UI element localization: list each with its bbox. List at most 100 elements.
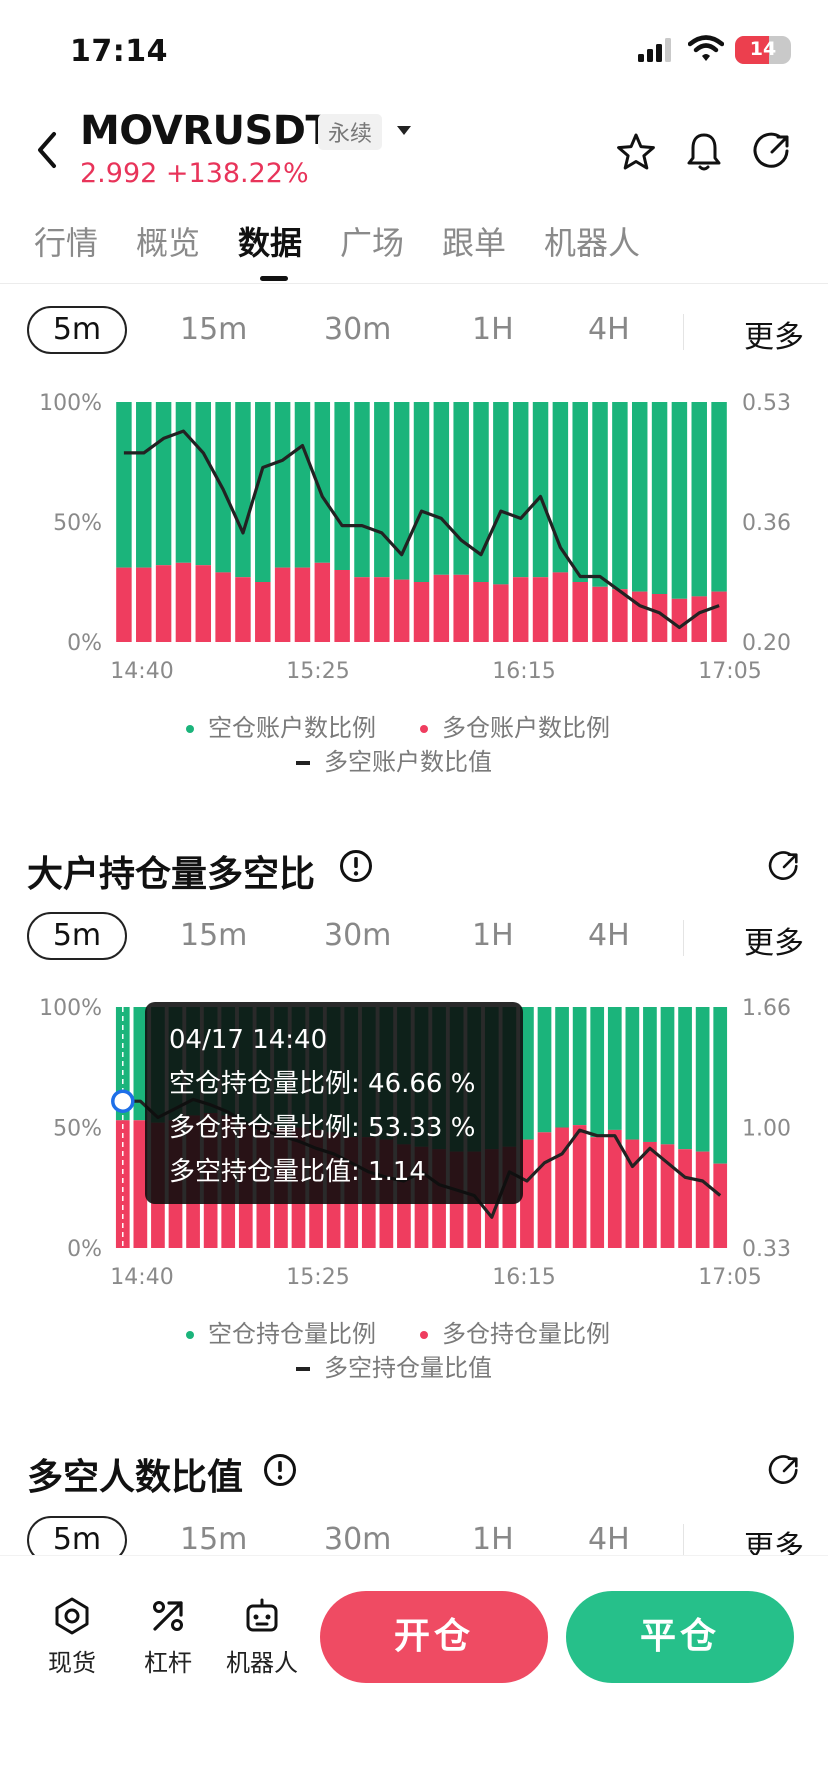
short-bar bbox=[607, 1007, 622, 1130]
y-tick-label: 0.33 bbox=[742, 1237, 791, 1262]
long-bar bbox=[195, 565, 212, 642]
tab-data[interactable]: 数据 bbox=[238, 224, 303, 262]
long-bar bbox=[314, 562, 331, 642]
short-bar bbox=[590, 1007, 605, 1138]
long-bar bbox=[691, 596, 707, 642]
timeframe-row: 5m 15m 30m 1H 4H 更多 bbox=[0, 302, 828, 362]
long-bar bbox=[334, 570, 350, 642]
back-icon[interactable] bbox=[28, 126, 68, 174]
x-tick-label: 16:15 bbox=[492, 1265, 555, 1285]
share-icon[interactable] bbox=[766, 849, 802, 885]
long-bar bbox=[453, 574, 469, 642]
short-bar bbox=[155, 402, 172, 566]
spot-button[interactable]: 现货 bbox=[32, 1595, 112, 1678]
spot-label: 现货 bbox=[48, 1649, 96, 1677]
section-title: 多空人数比值 bbox=[27, 1457, 244, 1498]
timeframe-1h[interactable]: 1H bbox=[472, 1522, 514, 1557]
timeframe-4h[interactable]: 4H bbox=[588, 312, 630, 347]
short-bar bbox=[555, 1007, 569, 1128]
tab-market[interactable]: 行情 bbox=[34, 224, 99, 262]
long-bar bbox=[552, 572, 569, 642]
long-bar bbox=[711, 591, 727, 642]
short-bar bbox=[195, 402, 212, 566]
y-tick-label: 50% bbox=[53, 1117, 102, 1142]
y-tick-label: 1.00 bbox=[742, 1117, 791, 1142]
timeframe-1h[interactable]: 1H bbox=[472, 312, 514, 347]
short-bar bbox=[532, 402, 549, 578]
chart-tooltip: 04/17 14:40 空仓持仓量比例: 46.66 % 多仓持仓量比例: 53… bbox=[145, 1002, 523, 1204]
bot-button[interactable]: 机器人 bbox=[222, 1595, 302, 1678]
signal-icon bbox=[638, 38, 671, 62]
tab-overview[interactable]: 概览 bbox=[136, 224, 201, 262]
legend-ratio: 多空账户数比值 bbox=[324, 748, 492, 776]
chevron-down-icon[interactable] bbox=[394, 120, 414, 140]
short-bar bbox=[453, 402, 469, 575]
short-bar bbox=[643, 1007, 657, 1142]
bell-icon[interactable] bbox=[682, 130, 726, 174]
long-bar bbox=[433, 574, 450, 642]
tooltip-short: 空仓持仓量比例: 46.66 % bbox=[169, 1069, 476, 1099]
x-tick-label: 15:25 bbox=[286, 659, 349, 680]
y-tick-label: 100% bbox=[39, 391, 102, 416]
timeframe-4h[interactable]: 4H bbox=[588, 1522, 630, 1557]
timeframe-30m[interactable]: 30m bbox=[324, 312, 392, 347]
short-bar bbox=[413, 402, 430, 582]
short-bar bbox=[552, 402, 569, 573]
timeframe-more[interactable]: 更多 bbox=[744, 926, 804, 961]
share-icon[interactable] bbox=[750, 130, 794, 174]
long-bar bbox=[713, 1163, 728, 1248]
account-ratio-chart[interactable]: 0% 50% 100% 0.20 0.36 0.53 14:40 15:25 16:15 17:0… bbox=[0, 380, 828, 680]
short-bar bbox=[175, 402, 192, 563]
long-bar bbox=[660, 1144, 675, 1248]
short-bar bbox=[255, 402, 271, 582]
timeframe-15m[interactable]: 15m bbox=[180, 312, 248, 347]
short-bar bbox=[660, 1007, 675, 1145]
tab-copy-trade[interactable]: 跟单 bbox=[442, 224, 507, 262]
long-bar bbox=[175, 562, 192, 642]
share-icon[interactable] bbox=[766, 1453, 802, 1489]
star-icon[interactable] bbox=[614, 130, 658, 174]
symbol-title[interactable]: MOVRUSDT bbox=[80, 108, 333, 154]
long-bar bbox=[374, 577, 390, 642]
leverage-label: 杠杆 bbox=[144, 1649, 192, 1677]
legend-short: 空仓账户数比例 bbox=[208, 714, 376, 742]
robot-icon bbox=[246, 1598, 278, 1632]
timeframe-5m[interactable]: 5m bbox=[27, 912, 127, 960]
short-bar bbox=[572, 1007, 587, 1126]
tooltip-time: 04/17 14:40 bbox=[169, 1025, 328, 1055]
open-position-button[interactable]: 开仓 bbox=[320, 1591, 548, 1683]
timeframe-30m[interactable]: 30m bbox=[324, 918, 392, 953]
timeframe-more[interactable]: 更多 bbox=[744, 320, 804, 355]
info-icon[interactable] bbox=[263, 1453, 297, 1487]
timeframe-4h[interactable]: 4H bbox=[588, 918, 630, 953]
timeframe-1h[interactable]: 1H bbox=[472, 918, 514, 953]
leverage-button[interactable]: 杠杆 bbox=[128, 1595, 208, 1678]
close-position-button[interactable]: 平仓 bbox=[566, 1591, 794, 1683]
header: MOVRUSDT 永续 2.992 +138.22% bbox=[0, 100, 828, 200]
short-bar bbox=[695, 1007, 710, 1152]
long-bar bbox=[215, 572, 231, 642]
short-bar bbox=[678, 1007, 692, 1150]
short-bar bbox=[473, 402, 489, 582]
short-bar bbox=[671, 402, 688, 599]
timeframe-30m[interactable]: 30m bbox=[324, 1522, 392, 1557]
tab-square[interactable]: 广场 bbox=[340, 224, 405, 262]
long-bar bbox=[537, 1132, 552, 1248]
long-bar bbox=[354, 577, 370, 642]
short-bar bbox=[274, 402, 291, 568]
long-bar bbox=[678, 1149, 692, 1248]
bot-label: 机器人 bbox=[226, 1649, 298, 1677]
short-bar bbox=[537, 1007, 552, 1133]
x-tick-label: 17:05 bbox=[698, 659, 761, 680]
battery-icon: 14 bbox=[735, 36, 791, 64]
tab-bot[interactable]: 机器人 bbox=[544, 224, 641, 262]
long-bar bbox=[255, 582, 271, 642]
short-bar bbox=[592, 402, 608, 587]
timeframe-15m[interactable]: 15m bbox=[180, 1522, 248, 1557]
short-bar bbox=[713, 1007, 728, 1164]
timeframe-row: 5m 15m 30m 1H 4H 更多 bbox=[0, 908, 828, 968]
short-bar bbox=[354, 402, 370, 578]
timeframe-5m[interactable]: 5m bbox=[27, 306, 127, 354]
timeframe-15m[interactable]: 15m bbox=[180, 918, 248, 953]
info-icon[interactable] bbox=[339, 849, 373, 883]
